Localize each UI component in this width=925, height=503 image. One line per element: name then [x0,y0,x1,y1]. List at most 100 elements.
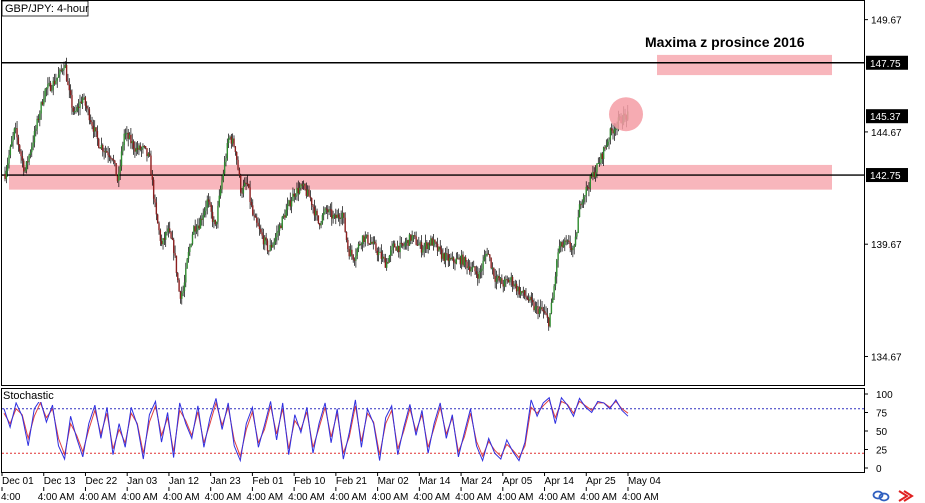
candle-body [356,248,358,256]
candle-body [471,267,474,270]
candle-body [328,209,330,213]
candle-body [64,64,66,68]
candle-body [586,186,589,188]
candle-body [545,312,547,315]
candle-body [72,107,75,112]
candle-body [262,235,265,245]
candle-body [131,141,133,144]
candle-body [352,254,354,260]
candle-body [284,215,286,218]
levels [2,62,864,176]
candle-body [564,240,566,245]
candle-body [565,240,567,242]
time-axis-bar [0,487,925,503]
candle-body [179,291,182,299]
candle-body [475,271,478,275]
candle-body [490,257,492,268]
candle-body [49,82,52,91]
candle-body [39,113,41,121]
candle-body [319,223,321,226]
candle-body [614,129,617,131]
double-arrow-icon[interactable] [898,490,914,502]
candle-body [163,238,166,240]
candle-body [4,173,6,179]
candle-body [321,215,324,223]
candle-body [221,180,223,190]
candle-body [548,317,550,327]
candle-body [245,182,247,184]
candle-body [152,179,155,199]
stoch-k-line [3,396,629,463]
candle-body [604,147,606,149]
candle-body [170,232,172,239]
candle-body [31,146,33,153]
candle-body [305,189,308,196]
candle-body [442,253,444,259]
candle-body [297,187,299,194]
candle-body [160,240,163,245]
time-label: 4:00 AM [455,492,492,503]
candle-body [343,212,345,218]
candle-body [440,249,443,259]
candle-body [376,250,379,256]
candle-body [174,253,176,256]
candle-body [90,120,92,123]
candle-body [404,242,407,246]
candle-body [456,258,459,260]
candle-body [371,241,373,244]
candle-body [181,293,183,299]
candle-body [273,241,275,245]
candle-body [323,212,325,216]
candle-body [335,214,337,219]
candle-body [238,169,241,176]
stochastic-tick-label: 50 [876,427,888,438]
candle-body [384,258,387,268]
candle-body [331,209,333,219]
candle-body [19,145,21,152]
candle-body [308,189,310,197]
candles [4,57,629,331]
candle-body [400,242,403,244]
candle-body [369,241,372,244]
candle-body [36,118,38,129]
candle-body [463,257,466,266]
candle-body [281,216,283,229]
candle-body [60,69,62,71]
date-label: Dec 22 [85,476,117,487]
candle-body [59,69,61,75]
candle-body [447,254,449,262]
candle-body [296,187,298,196]
candle-body [316,210,318,216]
candle-body [581,202,583,205]
candle-body [9,146,12,156]
candle-body [25,161,28,171]
candle-body [77,106,80,108]
candle-body [541,307,543,310]
candle-body [213,219,215,222]
time-label: 4:00 AM [288,492,325,503]
candle-body [348,249,350,257]
candle-body [391,246,393,251]
stochastic-tick-label: 100 [876,390,893,401]
candle-body [569,241,571,249]
candle-body [387,261,389,263]
candle-body [285,209,287,218]
candle-body [444,253,447,261]
candle-body [128,134,131,139]
candle-body [52,80,54,90]
candle-body [126,132,128,134]
candle-body [388,255,391,263]
candle-body [150,155,152,175]
candle-body [186,259,188,269]
candle-body [178,280,180,292]
candle-body [211,211,214,222]
candle-body [410,234,412,241]
candle-body [454,262,456,264]
time-label: 4:00 AM [121,492,158,503]
link-icon[interactable] [872,490,890,502]
zones [9,54,832,190]
date-label: May 04 [628,476,661,487]
candle-body [269,244,271,251]
candle-body [533,302,535,311]
